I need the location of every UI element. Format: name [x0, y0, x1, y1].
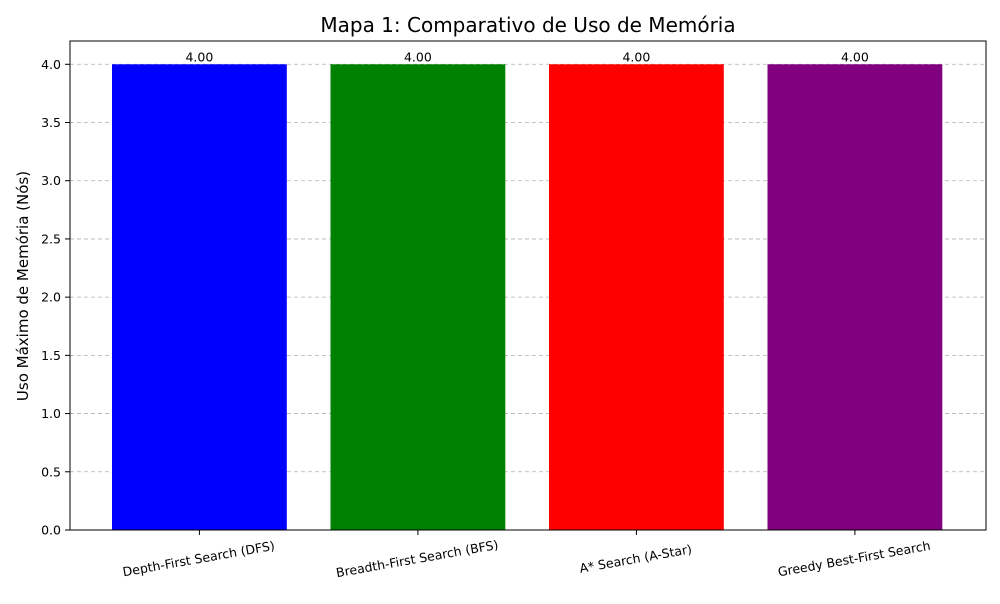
x-tick-label: Breadth-First Search (BFS) — [335, 537, 500, 580]
bar — [112, 64, 287, 531]
y-tick-label: 2.5 — [41, 231, 61, 246]
y-tick-label: 0.0 — [41, 523, 61, 538]
y-tick-label: 1.5 — [41, 348, 61, 363]
x-tick-label: Greedy Best-First Search — [777, 538, 932, 580]
bar-value-label: 4.00 — [185, 49, 213, 64]
bars — [112, 64, 943, 531]
bar — [549, 64, 724, 531]
y-axis-label: Uso Máximo de Memória (Nós) — [14, 171, 32, 401]
x-tick-label: Depth-First Search (DFS) — [121, 538, 275, 580]
y-tick-label: 2.0 — [41, 290, 61, 305]
y-axis: 0.0 0.5 1.0 1.5 2.0 2.5 3.0 3.5 4.0 — [41, 57, 70, 538]
bar-value-label: 4.00 — [404, 49, 432, 64]
y-tick-label: 3.0 — [41, 173, 61, 188]
x-tick-label: A* Search (A-Star) — [578, 541, 693, 576]
bar — [767, 64, 943, 531]
bar-value-label: 4.00 — [622, 49, 650, 64]
y-tick-label: 3.5 — [41, 115, 61, 130]
x-axis: Depth-First Search (DFS) Breadth-First Se… — [121, 530, 932, 580]
chart-title: Mapa 1: Comparativo de Uso de Memória — [320, 13, 735, 37]
y-tick-label: 0.5 — [41, 464, 61, 479]
y-tick-label: 4.0 — [41, 57, 61, 72]
bar-value-label: 4.00 — [841, 49, 869, 64]
plot-frame — [69, 40, 987, 531]
y-tick-label: 1.0 — [41, 406, 61, 421]
bar-value-labels: 4.00 4.00 4.00 4.00 — [185, 49, 868, 64]
bar — [330, 64, 506, 531]
